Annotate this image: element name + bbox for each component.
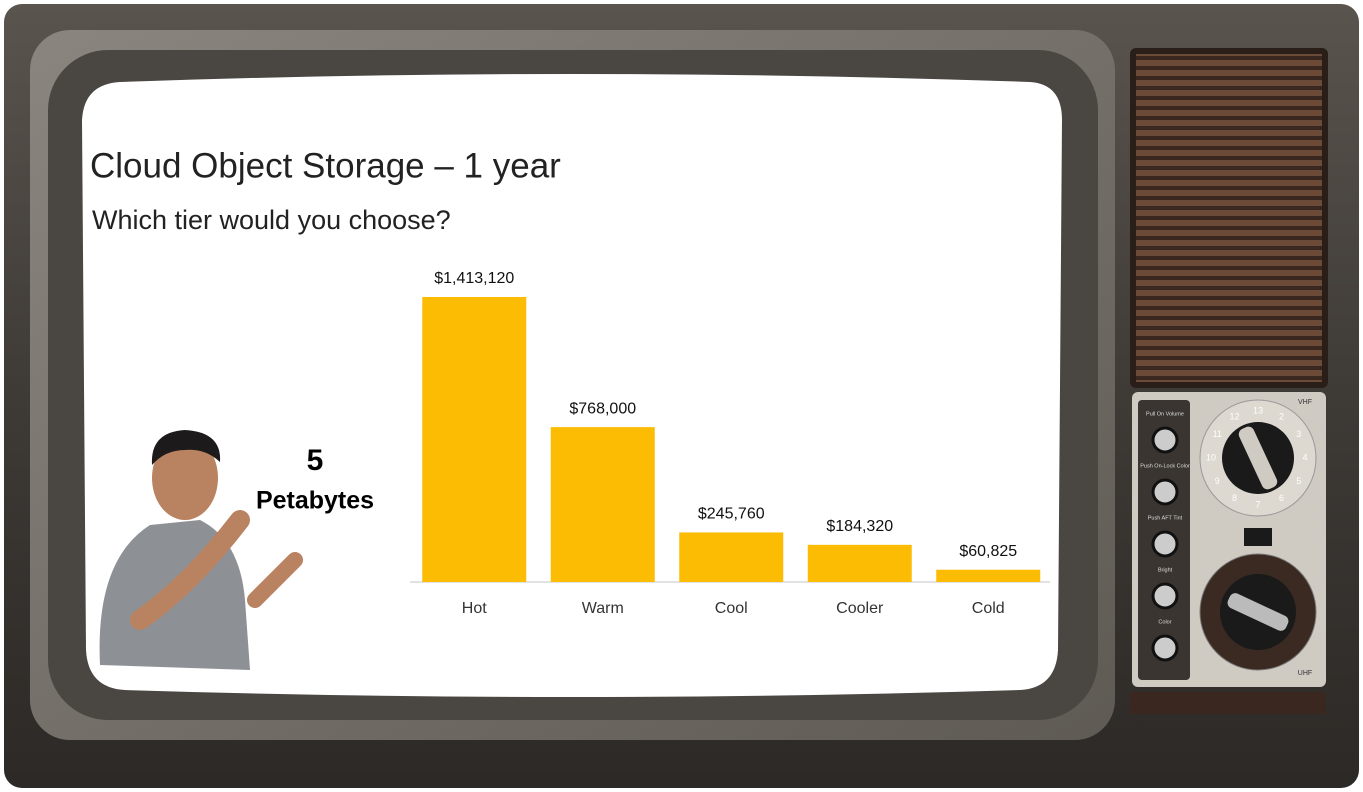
knob-label: Bright — [1158, 567, 1173, 573]
chart-title: Cloud Object Storage – 1 year — [90, 146, 561, 185]
knob — [1151, 426, 1179, 454]
knob — [1151, 530, 1179, 558]
dial-number: 11 — [1213, 429, 1222, 439]
x-tick-label: Hot — [462, 600, 487, 617]
x-tick-label: Warm — [582, 600, 624, 617]
knob — [1151, 634, 1179, 662]
knob — [1151, 582, 1179, 610]
presenter-arm — [247, 552, 303, 608]
presenter-head — [152, 436, 218, 520]
uhf-knob — [1227, 593, 1289, 631]
screen — [82, 74, 1062, 697]
panel-badge — [1244, 528, 1272, 546]
dial-number: 3 — [1296, 429, 1301, 439]
dial-number: 5 — [1296, 476, 1301, 486]
presenter-arm — [130, 510, 250, 630]
bar — [422, 297, 527, 582]
knob-label: Push AFT Tint — [1148, 515, 1183, 521]
dial-number: 12 — [1229, 412, 1239, 422]
dial-number: 2 — [1279, 412, 1284, 422]
annotation-unit: Petabytes — [256, 487, 374, 515]
knob-label: Pull On Volume — [1146, 411, 1184, 417]
knob — [1151, 478, 1179, 506]
presenter — [99, 430, 303, 670]
chart-subtitle: Which tier would you choose? — [92, 205, 451, 235]
bar — [679, 532, 784, 582]
dial-number: 7 — [1255, 499, 1260, 509]
bar — [807, 544, 912, 582]
bar — [936, 569, 1041, 582]
dial-number: 8 — [1232, 493, 1237, 503]
value-label: $1,413,120 — [434, 270, 514, 287]
dial-number: 4 — [1302, 452, 1307, 462]
dial-number: 9 — [1215, 476, 1220, 486]
x-tick-label: Cooler — [836, 600, 884, 617]
dial-number: 6 — [1279, 493, 1284, 503]
value-label: $768,000 — [569, 400, 636, 417]
band-label: UHF — [1298, 670, 1312, 677]
dial-number: 10 — [1206, 452, 1216, 462]
band-label: VHF — [1298, 399, 1312, 406]
knob-label: Push On-Lock Color — [1140, 463, 1190, 469]
annotation-amount: 5 — [307, 444, 324, 477]
bar — [550, 427, 655, 582]
x-tick-label: Cool — [715, 600, 748, 617]
knob-label: Color — [1158, 619, 1171, 625]
dial-number: 13 — [1253, 405, 1263, 415]
value-label: $184,320 — [826, 518, 893, 535]
value-label: $60,825 — [959, 543, 1017, 560]
panel-base — [1130, 692, 1326, 714]
speaker-grille — [1136, 54, 1322, 382]
value-label: $245,760 — [698, 506, 765, 523]
x-tick-label: Cold — [972, 600, 1005, 617]
presenter-hair — [151, 430, 221, 465]
vhf-knob — [1238, 426, 1278, 490]
